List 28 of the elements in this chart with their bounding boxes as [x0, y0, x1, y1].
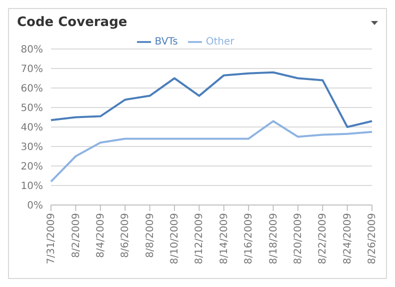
legend-label: BVTs: [154, 36, 178, 48]
x-tick-label: 8/18/2009: [268, 213, 280, 264]
x-tick-label: 8/2/2009: [70, 213, 82, 258]
y-tick-label: 30%: [20, 142, 43, 154]
x-tick-label: 8/20/2009: [293, 213, 304, 264]
x-tick-label: 8/24/2009: [342, 213, 354, 264]
x-tick-label: 8/10/2009: [170, 213, 181, 264]
x-tick-label: 8/8/2009: [144, 213, 156, 258]
y-tick-label: 70%: [20, 64, 43, 76]
x-tick-label: 8/6/2009: [120, 213, 132, 258]
y-tick-label: 0%: [27, 200, 43, 212]
x-tick-label: 8/22/2009: [318, 213, 329, 264]
x-tick-label: 8/26/2009: [367, 213, 378, 264]
line-series: [50, 120, 373, 183]
y-tick-label: 20%: [20, 162, 43, 173]
y-tick-label: 10%: [20, 181, 43, 192]
chart-title: Code Coverage: [17, 15, 128, 30]
y-tick-label: 80%: [20, 44, 43, 56]
y-tick-label: 50%: [20, 103, 43, 114]
x-tick-label: 8/14/2009: [218, 213, 230, 264]
legend-label: Other: [206, 36, 234, 48]
x-tick-label: 7/31/2009: [46, 213, 58, 264]
y-tick-label: 40%: [20, 122, 43, 134]
x-tick-label: 8/16/2009: [244, 213, 255, 264]
y-tick-label: 60%: [20, 84, 43, 95]
line-series: [50, 71, 373, 128]
x-tick-label: 8/12/2009: [194, 213, 206, 264]
x-tick-label: 8/4/2009: [95, 213, 106, 258]
